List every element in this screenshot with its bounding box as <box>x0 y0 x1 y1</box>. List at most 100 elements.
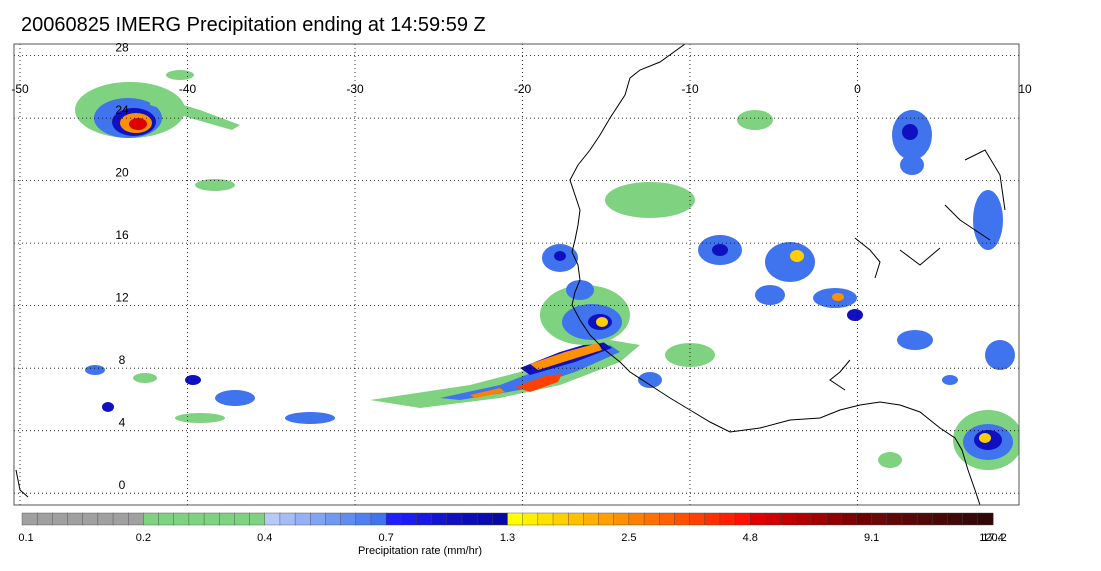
colorbar-tick-label: 17.4 <box>982 532 1003 544</box>
colorbar-swatch <box>476 512 493 526</box>
colorbar-swatch <box>901 512 918 526</box>
colorbar-swatch <box>810 512 827 526</box>
colorbar-swatch <box>370 512 387 526</box>
longitude-label: -50 <box>11 82 29 96</box>
colorbar-swatch <box>188 512 205 526</box>
colorbar-swatch <box>522 512 539 526</box>
colorbar-swatch <box>340 512 357 526</box>
colorbar-tick-label: 2.5 <box>621 532 636 544</box>
colorbar-swatch <box>325 512 342 526</box>
colorbar-swatch <box>947 512 964 526</box>
colorbar-swatch <box>401 512 417 526</box>
colorbar-title: Precipitation rate (mm/hr) <box>358 545 482 557</box>
latitude-label: 16 <box>115 228 129 242</box>
colorbar-swatch <box>234 512 251 526</box>
colorbar-labels: 0.10.20.40.71.32.54.89.117.433.163.1120.… <box>18 532 1007 544</box>
colorbar-swatch <box>841 512 857 526</box>
colorbar-swatch <box>112 512 129 526</box>
colorbar-swatch <box>659 512 675 526</box>
coastline <box>15 44 1006 505</box>
longitude-label: -20 <box>514 82 532 96</box>
colorbar-swatch <box>143 512 160 526</box>
colorbar-swatch <box>628 512 645 526</box>
colorbar-swatch <box>689 512 706 526</box>
colorbar-swatch <box>613 512 630 526</box>
longitude-label: -10 <box>681 82 699 96</box>
latitude-label: 8 <box>119 353 126 367</box>
colorbar-tick-label: 9.1 <box>864 532 879 544</box>
colorbar-swatch <box>355 512 372 526</box>
colorbar-tick-label: 0.1 <box>18 532 33 544</box>
colorbar-swatch <box>507 512 524 526</box>
colorbar-swatch <box>219 512 235 526</box>
latitude-label: 0 <box>119 478 126 492</box>
colorbar-tick-label: 0.4 <box>257 532 272 544</box>
colorbar-swatch <box>416 512 433 526</box>
colorbar-swatch <box>552 512 569 526</box>
colorbar-tick-label: 0.7 <box>378 532 393 544</box>
colorbar-swatch <box>643 512 660 526</box>
colorbar-swatch <box>36 512 53 526</box>
colorbar-swatch <box>446 512 463 526</box>
colorbar-swatch <box>977 512 994 526</box>
colorbar-tick-label: 120.2 <box>979 532 1007 544</box>
colorbar-swatch <box>21 512 38 526</box>
colorbar-swatch <box>825 512 842 526</box>
longitude-label: -40 <box>179 82 197 96</box>
precipitation-field <box>75 70 1019 470</box>
colorbar-swatch <box>871 512 888 526</box>
colorbar-swatch <box>431 512 448 526</box>
colorbar-swatch <box>97 512 114 526</box>
colorbar-swatch <box>719 512 736 526</box>
colorbar-swatch <box>249 512 266 526</box>
colorbar-swatch <box>82 512 99 526</box>
colorbar-swatch <box>750 512 766 526</box>
colorbar-swatch <box>932 512 948 526</box>
latitude-label: 4 <box>119 416 126 430</box>
colorbar-swatch <box>598 512 615 526</box>
colorbar-swatch <box>962 512 979 526</box>
colorbar-swatch <box>67 512 84 526</box>
colorbar-tick-label: 4.8 <box>743 532 758 544</box>
colorbar-swatch <box>704 512 721 526</box>
colorbar-swatch <box>765 512 782 526</box>
colorbar-swatch <box>264 512 281 526</box>
colorbar-swatch <box>537 512 554 526</box>
latitude-label: 28 <box>115 41 129 55</box>
colorbar-swatch <box>173 512 190 526</box>
colorbar-swatch <box>795 512 812 526</box>
colorbar-swatch <box>734 512 751 526</box>
map-title: 20060825 IMERG Precipitation ending at 1… <box>21 14 486 36</box>
colorbar-swatch <box>780 512 797 526</box>
colorbar-swatch <box>856 512 873 526</box>
colorbar-swatch <box>127 512 144 526</box>
colorbar-tick-label: 1.3 <box>500 532 515 544</box>
longitude-label: 10 <box>1018 82 1032 96</box>
colorbar-swatch <box>158 512 175 526</box>
colorbar-swatch <box>916 512 933 526</box>
colorbar <box>21 512 994 526</box>
colorbar-swatch <box>52 512 69 526</box>
longitude-labels: -50 -40 -30 -20 -10 0 10 <box>11 82 1032 96</box>
colorbar-swatch <box>203 512 220 526</box>
colorbar-swatch <box>674 512 691 526</box>
longitude-label: 0 <box>854 82 861 96</box>
longitude-label: -30 <box>346 82 364 96</box>
colorbar-swatch <box>886 512 903 526</box>
colorbar-swatch <box>310 512 326 526</box>
colorbar-swatch <box>492 512 508 526</box>
colorbar-swatch <box>294 512 311 526</box>
latitude-label: 12 <box>115 291 129 305</box>
colorbar-swatch <box>583 512 600 526</box>
latitude-labels: 28 24 20 16 12 8 4 0 <box>115 41 129 493</box>
colorbar-swatch <box>385 512 402 526</box>
colorbar-swatch <box>461 512 478 526</box>
latitude-label: 20 <box>115 166 129 180</box>
colorbar-swatch <box>279 512 296 526</box>
map-frame <box>13 43 1020 506</box>
colorbar-swatch <box>567 512 584 526</box>
colorbar-tick-label: 0.2 <box>136 532 151 544</box>
latitude-label: 24 <box>115 103 129 117</box>
map-grid <box>14 44 1019 505</box>
